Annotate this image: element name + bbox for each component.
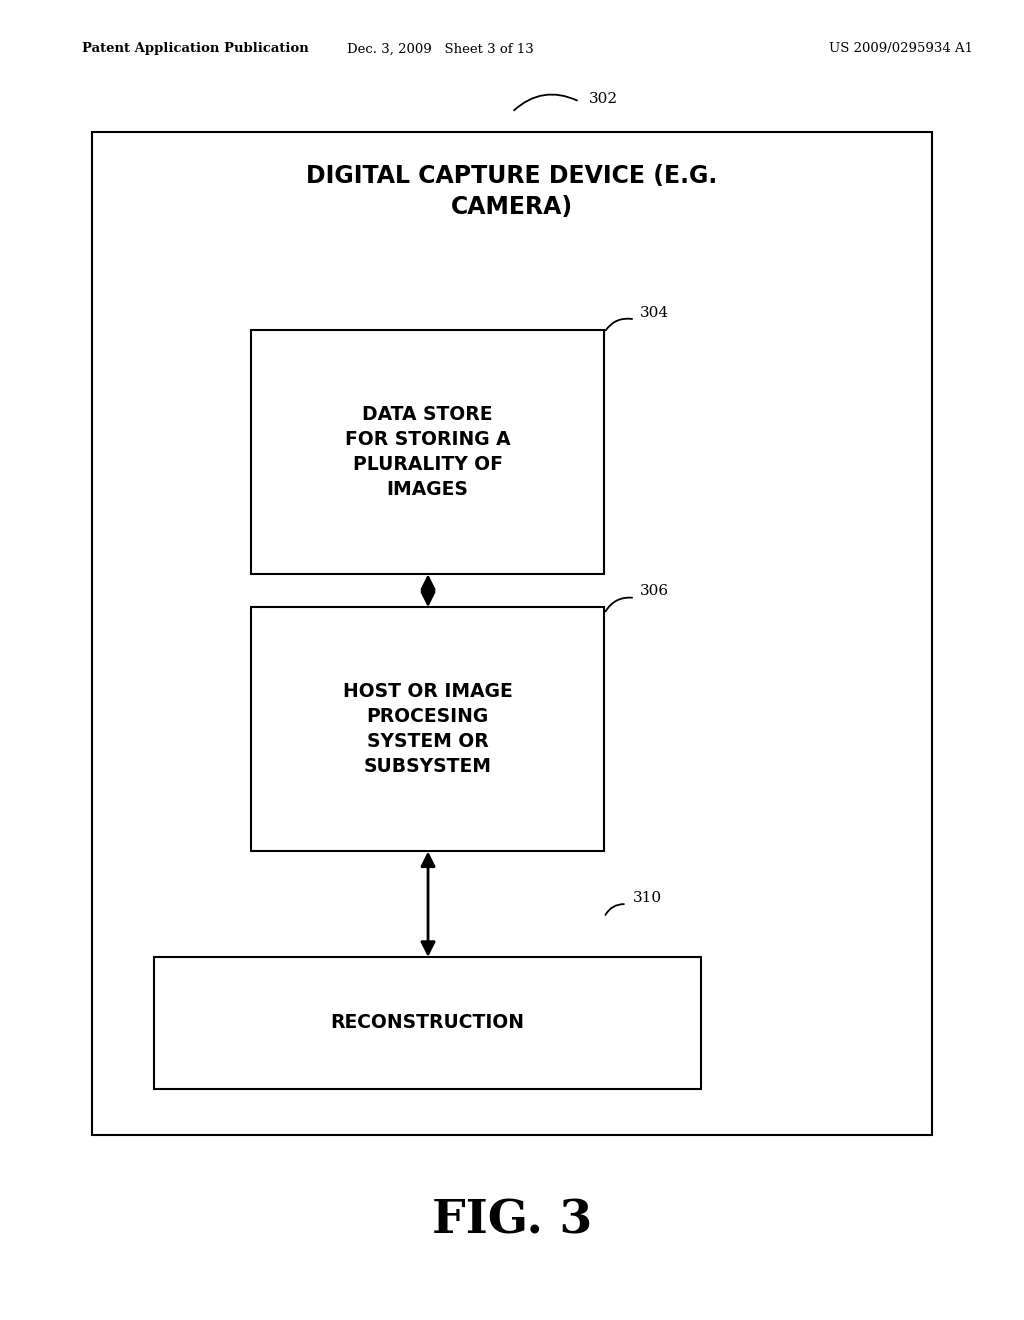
Bar: [154, 957, 701, 1089]
Text: 304: 304: [640, 306, 669, 319]
Bar: [92, 132, 932, 1135]
Text: 302: 302: [589, 92, 617, 106]
Text: Dec. 3, 2009   Sheet 3 of 13: Dec. 3, 2009 Sheet 3 of 13: [347, 42, 534, 55]
Text: 310: 310: [633, 891, 662, 904]
Text: RECONSTRUCTION: RECONSTRUCTION: [331, 1014, 524, 1032]
Text: FIG. 3: FIG. 3: [432, 1199, 592, 1243]
Text: HOST OR IMAGE
PROCESING
SYSTEM OR
SUBSYSTEM: HOST OR IMAGE PROCESING SYSTEM OR SUBSYS…: [343, 682, 512, 776]
Text: DIGITAL CAPTURE DEVICE (E.G.
CAMERA): DIGITAL CAPTURE DEVICE (E.G. CAMERA): [306, 164, 718, 219]
Text: Patent Application Publication: Patent Application Publication: [82, 42, 308, 55]
Bar: [251, 330, 604, 574]
Bar: [251, 607, 604, 851]
Text: US 2009/0295934 A1: US 2009/0295934 A1: [828, 42, 973, 55]
Text: DATA STORE
FOR STORING A
PLURALITY OF
IMAGES: DATA STORE FOR STORING A PLURALITY OF IM…: [345, 405, 510, 499]
Text: 306: 306: [640, 585, 669, 598]
